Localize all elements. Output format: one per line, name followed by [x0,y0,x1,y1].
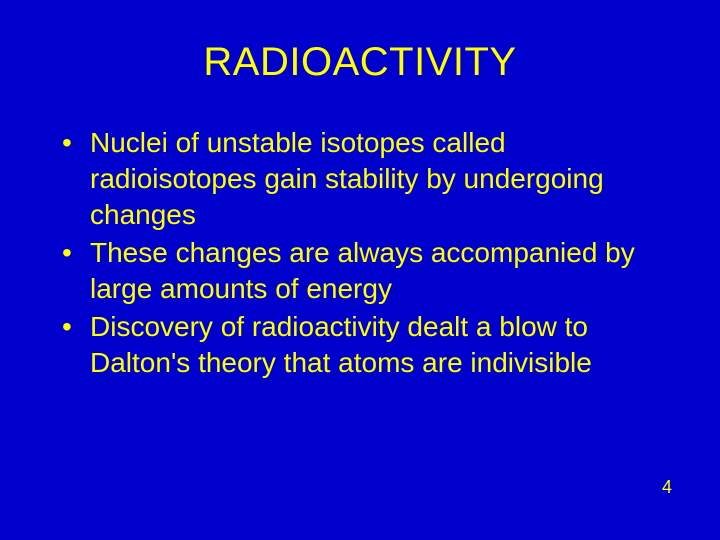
page-number: 4 [662,477,672,498]
bullet-icon: • [60,309,90,345]
list-item: • These changes are always accompanied b… [60,235,670,307]
bullet-text: Nuclei of unstable isotopes called radio… [90,125,670,233]
list-item: • Discovery of radioactivity dealt a blo… [60,309,670,381]
slide-title: RADIOACTIVITY [50,40,670,85]
list-item: • Nuclei of unstable isotopes called rad… [60,125,670,233]
bullet-icon: • [60,125,90,161]
bullet-icon: • [60,235,90,271]
bullet-text: These changes are always accompanied by … [90,235,670,307]
slide-content: • Nuclei of unstable isotopes called rad… [50,125,670,381]
slide: RADIOACTIVITY • Nuclei of unstable isoto… [0,0,720,540]
bullet-text: Discovery of radioactivity dealt a blow … [90,309,670,381]
